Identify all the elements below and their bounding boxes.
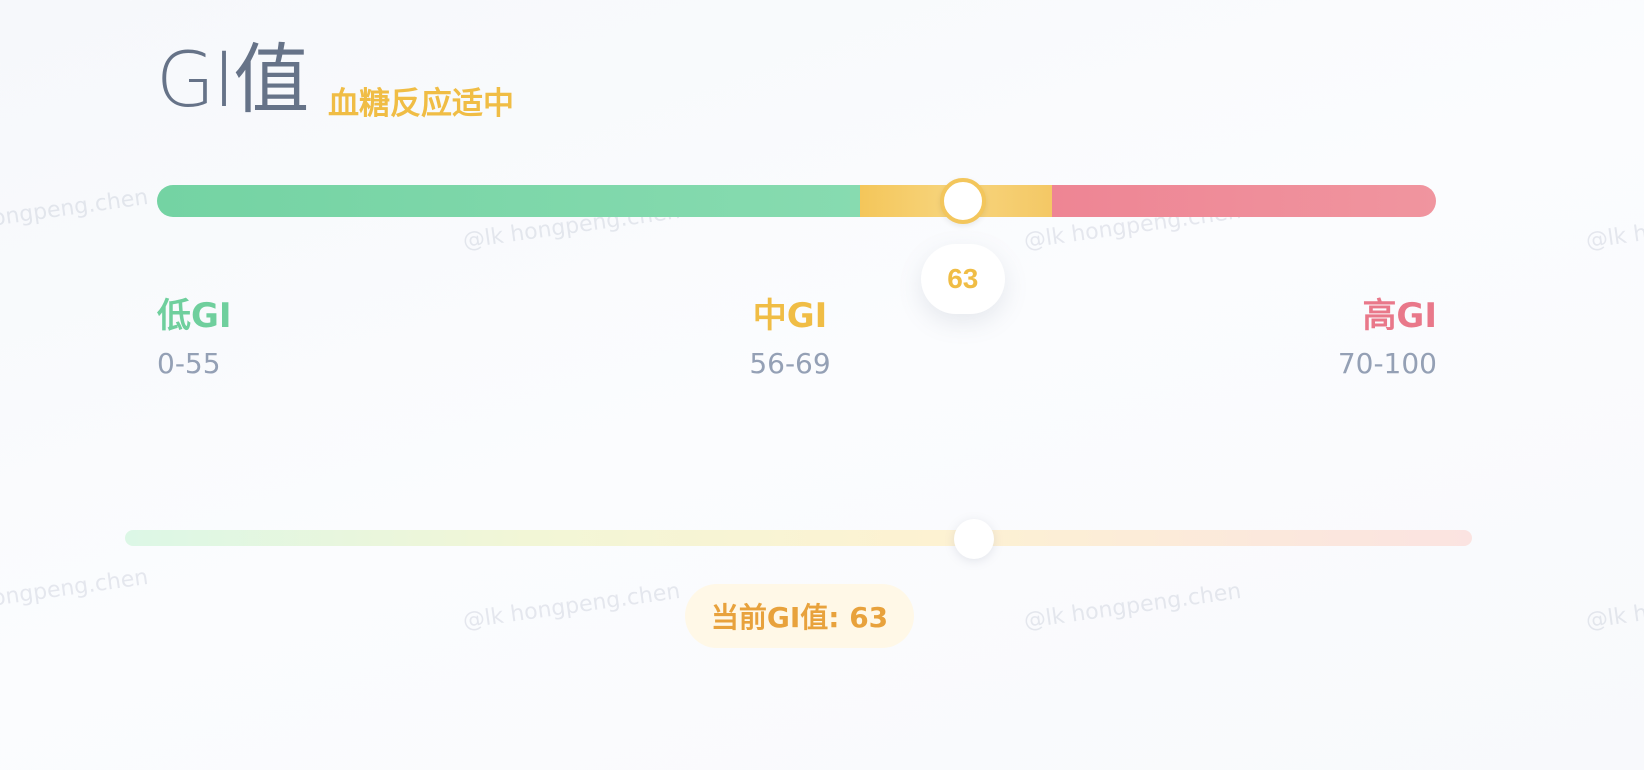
current-gi-value-badge: 当前GI值: 63 [685, 584, 914, 648]
gi-range-slider-thumb[interactable] [953, 519, 994, 559]
page-title: GI值 [156, 35, 309, 124]
watermark: @lk hongpeng.chen [461, 578, 682, 635]
gi-category-high-label: 高GI [1362, 296, 1437, 336]
gi-category-low-range: 0-55 [157, 347, 221, 380]
watermark: @lk hongpeng.chen [1584, 578, 1644, 635]
gi-category-high: 高GI 70-100 [1338, 288, 1437, 380]
watermark: @lk hongpeng.chen [0, 564, 150, 620]
gi-scale-bar [157, 185, 1436, 217]
gi-status-label: 血糖反应适中 [328, 86, 514, 122]
gi-category-high-range: 70-100 [1337, 347, 1437, 380]
gi-category-mid-range: 56-69 [749, 347, 831, 380]
gi-segment-high [1052, 185, 1436, 217]
gi-category-low: 低GI 0-55 [157, 288, 232, 380]
gi-segment-low [157, 185, 861, 217]
gi-range-slider-track[interactable] [125, 530, 1472, 546]
gi-value-marker[interactable] [939, 178, 986, 224]
gi-value-bubble: 63 [920, 244, 1005, 314]
watermark: @lk hongpeng.chen [0, 184, 150, 240]
gi-category-low-label: 低GI [157, 296, 232, 336]
watermark: @lk hongpeng.chen [1022, 578, 1243, 635]
watermark: @lk hongpeng.chen [1584, 198, 1644, 255]
gi-category-mid: 中GI 56-69 [745, 288, 835, 380]
gi-category-mid-label: 中GI [752, 296, 828, 336]
